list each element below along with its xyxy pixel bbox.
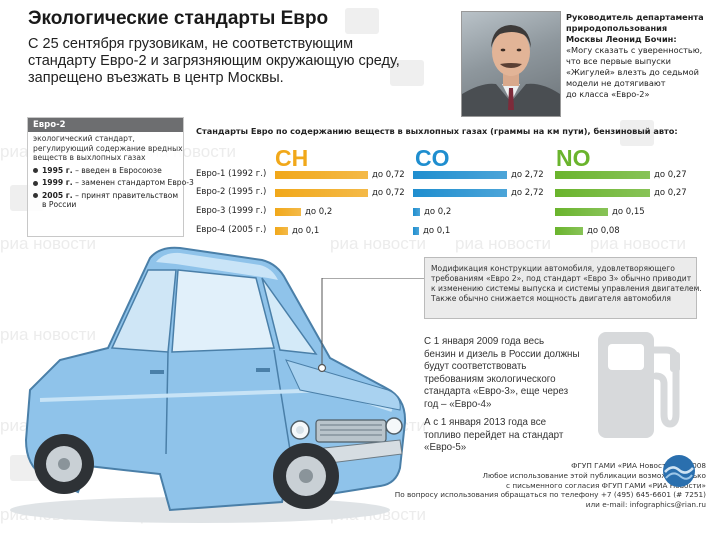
timeline-text: – заменен стандартом Евро-3 (75, 178, 194, 187)
quote-text-line: до класса «Евро-2» (566, 89, 650, 99)
euro2-timeline: 1995 г. – введен в Евросоюзе 1999 г. – з… (28, 166, 194, 210)
lead-line: запрещено въезжать в центр Москвы. (28, 70, 284, 86)
official-quote: Руководитель департамента природопользов… (566, 12, 712, 100)
quote-author: Руководитель департамента природопользов… (566, 12, 712, 45)
bar-no (555, 208, 608, 216)
category-label: Евро-3 (1999 г.) (196, 206, 267, 216)
timeline-year: 1999 г. (42, 178, 73, 187)
footer-line: Любое использование этой публикации возм… (482, 470, 706, 480)
bar-no (555, 189, 650, 197)
value-label: до 0,27 (654, 170, 687, 180)
bar-ch (275, 171, 368, 179)
copyright-footer: ФГУП ГАМИ «РИА Новости» © 2008 Любое исп… (395, 461, 706, 510)
portrait-photo-icon (462, 25, 560, 116)
bar-ch (275, 227, 288, 235)
euro2-description-line: регулирующий содержание вредных (33, 143, 183, 153)
quote-author-line: Москвы Леонид Бочин: (566, 34, 677, 44)
fuel-standards-info: С 1 января 2009 года весь бензин и дизел… (424, 336, 594, 461)
timeline-year: 2005 г. (42, 190, 73, 200)
timeline-text: – принят правительством (75, 190, 179, 200)
info-paragraph: С 1 января 2009 года весь бензин и дизел… (424, 336, 594, 411)
euro2-description-line: веществ в выхлопных газах (33, 153, 146, 162)
chart-title: Стандарты Евро по содержанию веществ в в… (196, 126, 678, 136)
info-line: стандарта «Евро-3», еще через (424, 386, 569, 397)
value-label: до 0,15 (612, 207, 645, 217)
info-line: бензин и дизель в России должны (424, 348, 580, 360)
timeline-year: 1995 г. (42, 165, 73, 175)
ria-novosti-logo-icon (663, 455, 695, 487)
bar-co (413, 189, 507, 197)
info-line: А с 1 января 2013 года все (424, 417, 547, 428)
euro2-description: экологический стандарт, регулирующий сод… (28, 132, 183, 163)
bar-no (555, 227, 583, 235)
timeline-text: в России (42, 200, 77, 209)
watermark-text: риа новости (590, 234, 687, 253)
bar-co (413, 171, 507, 179)
callout-line (317, 278, 424, 373)
fuel-pump-icon (598, 332, 680, 438)
euro2-description-line: экологический стандарт, (33, 134, 135, 143)
lead-line: С 25 сентября грузовикам, не соответству… (28, 36, 354, 52)
lead-line: стандарту Евро-2 и загрязняющим окружающ… (28, 53, 400, 69)
modification-line: Также обычно снижается мощность двигател… (431, 294, 671, 303)
value-label: до 0,08 (587, 226, 620, 236)
value-label: до 2,72 (511, 188, 544, 198)
modification-note: Модификация конструкции автомобиля, удов… (424, 257, 702, 319)
category-label: Евро-2 (1995 г.) (196, 187, 267, 197)
timeline-item: 1999 г. – заменен стандартом Евро-3 (33, 178, 194, 188)
series-label-co: CO (415, 145, 450, 171)
info-line: С 1 января 2009 года весь (424, 336, 545, 347)
value-label: до 2,72 (511, 170, 544, 180)
bar-ch (275, 208, 301, 216)
value-label: до 0,2 (305, 207, 333, 217)
footer-line: По вопросу использования обращаться по т… (394, 490, 706, 500)
bar-ch (275, 189, 368, 197)
timeline-item: 1995 г. – введен в Евросоюзе (33, 166, 178, 176)
category-label: Евро-4 (2005 г.) (196, 225, 267, 235)
modification-line: к изменению системы выпуска и системы уп… (431, 284, 702, 293)
page-title: Экологические стандарты Евро (28, 8, 329, 29)
value-label: до 0,2 (424, 207, 452, 217)
euro2-info-box: Евро-2 экологический стандарт, регулирую… (27, 117, 194, 237)
value-label: до 0,72 (372, 188, 405, 198)
value-label: до 0,27 (654, 188, 687, 198)
quote-text-line: модели не дотягивают (566, 78, 666, 88)
value-label: до 0,1 (423, 226, 451, 236)
info-paragraph: А с 1 января 2013 года все топливо перей… (424, 417, 594, 455)
car-icon (10, 246, 407, 523)
bar-no (555, 171, 650, 179)
info-line: «Евро-5» (424, 442, 467, 453)
quote-text: «Могу сказать с уверенностью, что все пе… (566, 45, 712, 100)
info-line: требованиям экологического (424, 373, 556, 385)
modification-line: требованиям «Евро 2», под стандарт «Евро… (431, 274, 692, 283)
quote-text-line: «Могу сказать с уверенностью, (566, 45, 703, 55)
modification-line: Модификация конструкции автомобиля, удов… (431, 264, 675, 273)
footer-line: или e-mail: infographics@rian.ru (585, 500, 706, 510)
lead-paragraph: С 25 сентября грузовикам, не соответству… (28, 36, 458, 87)
timeline-text: – введен в Евросоюзе (75, 165, 162, 175)
bar-co (413, 208, 420, 216)
quote-author-line: Руководитель департамента (566, 12, 704, 22)
watermark-text: риа новости (455, 234, 552, 253)
watermark-logo (345, 8, 379, 34)
quote-author-line: природопользования (566, 23, 668, 33)
official-portrait (461, 11, 561, 117)
footer-line: с письменного согласия ФГУП ГАМИ «РИА Но… (505, 480, 706, 490)
value-label: до 0,72 (372, 170, 405, 180)
bar-co (413, 227, 419, 235)
series-label-no: NO (556, 145, 591, 171)
series-label-ch: CH (275, 145, 309, 171)
value-label: до 0,1 (292, 226, 320, 236)
info-line: будут соответствовать (424, 361, 527, 372)
footer-line: ФГУП ГАМИ «РИА Новости» © 2008 (571, 461, 706, 470)
quote-text-line: что все первые выпуски (566, 56, 671, 66)
timeline-item: 2005 г. – принят правительством в России (33, 191, 178, 210)
quote-text-line: «Жигулей» влезть до седьмой (566, 67, 699, 77)
category-label: Евро-1 (1992 г.) (196, 169, 267, 179)
info-line: топливо перейдет на стандарт (424, 429, 564, 441)
info-line: год – «Евро-4» (424, 398, 492, 410)
euro2-box-heading: Евро-2 (28, 118, 183, 132)
